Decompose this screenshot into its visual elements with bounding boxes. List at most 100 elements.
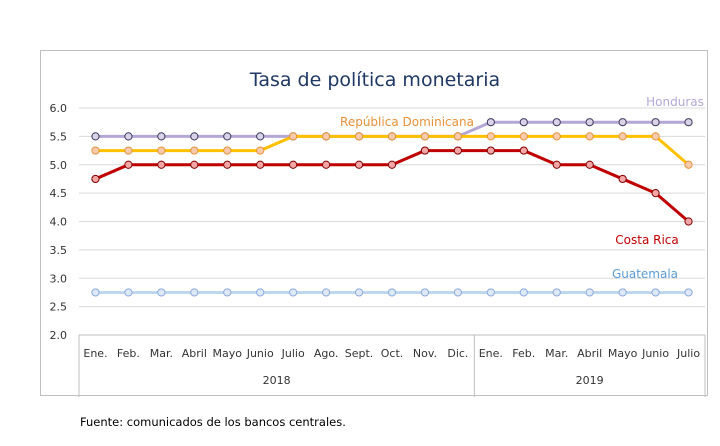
data-point-guatemala bbox=[684, 288, 693, 297]
data-point-costa-rica bbox=[552, 160, 561, 169]
data-point-guatemala bbox=[552, 288, 561, 297]
data-point-republica-dominicana bbox=[289, 132, 298, 141]
data-point-republica-dominicana bbox=[124, 146, 133, 155]
series-label: Honduras bbox=[646, 95, 704, 109]
data-point-costa-rica bbox=[289, 160, 298, 169]
data-point-guatemala bbox=[486, 288, 495, 297]
data-point-honduras bbox=[486, 118, 495, 127]
y-tick-label: 5.5 bbox=[50, 130, 68, 143]
x-group-label: 2018 bbox=[263, 374, 291, 387]
series-label: Guatemala bbox=[612, 267, 678, 281]
x-tick-label: Ago. bbox=[314, 347, 339, 360]
data-point-republica-dominicana bbox=[223, 146, 232, 155]
data-point-guatemala bbox=[519, 288, 528, 297]
data-point-republica-dominicana bbox=[322, 132, 331, 141]
source-note: Fuente: comunicados de los bancos centra… bbox=[80, 415, 346, 429]
x-tick-label: Feb. bbox=[512, 347, 535, 360]
x-tick-label: Ene. bbox=[479, 347, 503, 360]
x-tick-label: Abril bbox=[182, 347, 207, 360]
x-tick-label: Mayo bbox=[608, 347, 638, 360]
data-point-guatemala bbox=[322, 288, 331, 297]
data-point-republica-dominicana bbox=[519, 132, 528, 141]
data-point-republica-dominicana bbox=[387, 132, 397, 141]
data-point-guatemala bbox=[124, 288, 133, 297]
y-tick-label: 4.0 bbox=[50, 216, 68, 229]
y-tick-label: 2.0 bbox=[50, 329, 68, 342]
data-point-costa-rica bbox=[91, 174, 100, 184]
data-point-guatemala bbox=[223, 288, 232, 297]
series-line-republica-dominicana bbox=[95, 134, 690, 166]
data-point-costa-rica bbox=[585, 160, 594, 169]
data-point-honduras bbox=[256, 132, 265, 141]
x-tick-label: Dic. bbox=[447, 347, 468, 360]
x-tick-label: Feb. bbox=[117, 347, 140, 360]
line-chart: Tasa de política monetaria 2.0 2.5 3.0 3.5 4… bbox=[50, 69, 706, 397]
data-point-republica-dominicana bbox=[486, 132, 495, 141]
data-point-republica-dominicana bbox=[354, 132, 364, 141]
data-point-honduras bbox=[552, 118, 561, 127]
x-tick-label: Mar. bbox=[545, 347, 568, 360]
data-point-republica-dominicana bbox=[453, 132, 462, 141]
data-point-honduras bbox=[91, 132, 100, 141]
chart-frame: Tasa de política monetaria 2.0 2.5 3.0 3.5 4… bbox=[40, 50, 708, 397]
data-point-guatemala bbox=[157, 288, 166, 297]
data-point-costa-rica bbox=[256, 160, 265, 169]
data-point-costa-rica bbox=[486, 146, 495, 155]
x-tick-label: Mar. bbox=[150, 347, 173, 360]
chart-title: Tasa de política monetaria bbox=[249, 69, 500, 91]
series-group bbox=[91, 118, 693, 297]
y-tick-label: 3.5 bbox=[50, 244, 68, 257]
x-tick-label: Julio bbox=[281, 347, 305, 360]
data-point-costa-rica bbox=[354, 160, 364, 169]
data-point-republica-dominicana bbox=[684, 160, 693, 169]
data-point-costa-rica bbox=[420, 146, 430, 155]
series-labels: Honduras República Dominicana Costa Rica Gu… bbox=[340, 95, 704, 281]
data-point-costa-rica bbox=[453, 146, 462, 155]
data-point-costa-rica bbox=[157, 160, 166, 169]
y-tick-label: 3.0 bbox=[50, 272, 68, 285]
data-point-republica-dominicana bbox=[256, 146, 265, 155]
data-point-guatemala bbox=[354, 288, 364, 297]
y-tick-label: 4.5 bbox=[50, 187, 68, 200]
x-tick-label: Nov. bbox=[413, 347, 437, 360]
data-point-guatemala bbox=[453, 288, 462, 297]
data-point-republica-dominicana bbox=[618, 132, 627, 141]
y-tick-label: 6.0 bbox=[50, 102, 68, 115]
x-axis: Ene. Feb. Mar. Abril Mayo Junio Julio Ago. Sept.… bbox=[78, 334, 706, 397]
y-tick-label: 2.5 bbox=[50, 301, 68, 314]
series-label: Costa Rica bbox=[615, 233, 678, 247]
data-point-costa-rica bbox=[651, 189, 660, 198]
data-point-guatemala bbox=[618, 288, 627, 297]
data-point-republica-dominicana bbox=[585, 132, 594, 141]
data-point-honduras bbox=[519, 118, 528, 127]
data-point-honduras bbox=[684, 118, 693, 127]
x-tick-label: Julio bbox=[676, 347, 700, 360]
data-point-honduras bbox=[190, 132, 199, 141]
data-point-republica-dominicana bbox=[651, 132, 660, 141]
data-point-republica-dominicana bbox=[420, 132, 430, 141]
data-point-honduras bbox=[651, 118, 660, 127]
data-point-guatemala bbox=[387, 288, 397, 297]
data-point-costa-rica bbox=[124, 160, 133, 169]
data-point-costa-rica bbox=[387, 160, 397, 169]
data-point-guatemala bbox=[651, 288, 660, 297]
data-point-guatemala bbox=[91, 288, 100, 297]
data-point-republica-dominicana bbox=[552, 132, 561, 141]
data-point-costa-rica bbox=[684, 217, 693, 226]
data-point-guatemala bbox=[256, 288, 265, 297]
data-point-guatemala bbox=[585, 288, 594, 297]
data-point-republica-dominicana bbox=[157, 146, 166, 155]
data-point-republica-dominicana bbox=[190, 146, 199, 155]
x-tick-label: Ene. bbox=[83, 347, 107, 360]
y-tick-label: 5.0 bbox=[50, 159, 68, 172]
x-tick-label: Sept. bbox=[345, 347, 374, 360]
x-tick-label: Junio bbox=[641, 347, 669, 360]
data-point-costa-rica bbox=[190, 160, 199, 169]
y-axis: 2.0 2.5 3.0 3.5 4.0 4.5 5.0 5.5 6.0 bbox=[50, 102, 68, 342]
data-point-republica-dominicana bbox=[91, 146, 100, 155]
data-point-guatemala bbox=[289, 288, 298, 297]
data-point-costa-rica bbox=[519, 146, 528, 155]
data-point-guatemala bbox=[420, 288, 430, 297]
series-label: República Dominicana bbox=[340, 115, 474, 129]
data-point-guatemala bbox=[190, 288, 199, 297]
